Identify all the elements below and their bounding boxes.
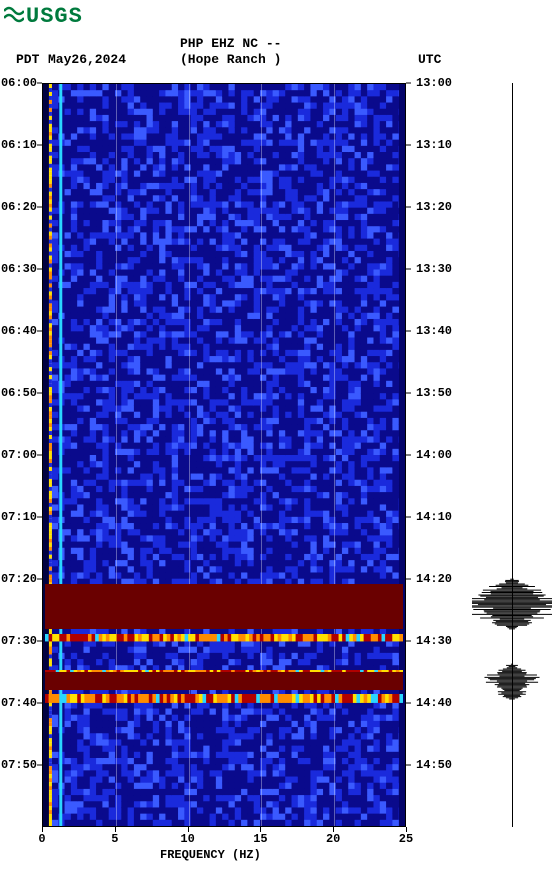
y-tick-pdt: 07:00 [1, 448, 37, 462]
station-name: (Hope Ranch ) [180, 52, 281, 67]
usgs-logo-text: USGS [26, 4, 83, 29]
tick-mark [37, 579, 42, 580]
tick-mark [406, 330, 411, 331]
y-tick-utc: 14:00 [416, 448, 452, 462]
y-tick-utc: 13:10 [416, 138, 452, 152]
tick-mark [37, 207, 42, 208]
tick-mark [37, 455, 42, 456]
y-tick-pdt: 06:10 [1, 138, 37, 152]
tick-mark [37, 641, 42, 642]
tick-mark [406, 269, 411, 270]
spectrogram-chart [42, 83, 406, 827]
y-tick-utc: 14:30 [416, 634, 452, 648]
y-tick-utc: 13:20 [416, 200, 452, 214]
tick-mark [406, 702, 411, 703]
usgs-wave-icon [4, 5, 24, 29]
tick-mark [406, 207, 411, 208]
y-tick-utc: 13:40 [416, 324, 452, 338]
station-code: PHP EHZ NC -- [180, 36, 281, 51]
tick-mark [406, 827, 407, 832]
y-tick-utc: 14:10 [416, 510, 452, 524]
tick-mark [406, 765, 411, 766]
tick-mark [37, 144, 42, 145]
tick-mark [37, 393, 42, 394]
tick-mark [406, 579, 411, 580]
tick-mark [115, 827, 116, 832]
tick-mark [37, 765, 42, 766]
tick-mark [406, 455, 411, 456]
tick-mark [37, 83, 42, 84]
x-axis-label: FREQUENCY (HZ) [160, 848, 261, 862]
tick-mark [406, 393, 411, 394]
tick-mark [188, 827, 189, 832]
x-tick-label: 20 [326, 832, 340, 846]
y-tick-pdt: 06:00 [1, 76, 37, 90]
tick-mark [406, 144, 411, 145]
tick-mark [37, 702, 42, 703]
y-tick-pdt: 07:10 [1, 510, 37, 524]
tick-mark [406, 83, 411, 84]
waveform-axis [512, 83, 513, 827]
y-tick-utc: 13:30 [416, 262, 452, 276]
date-label: May26,2024 [48, 52, 126, 67]
y-tick-utc: 13:50 [416, 386, 452, 400]
tick-mark [333, 827, 334, 832]
y-tick-utc: 14:20 [416, 572, 452, 586]
pdt-label: PDT [16, 52, 39, 67]
y-tick-pdt: 07:30 [1, 634, 37, 648]
x-tick-label: 5 [111, 832, 118, 846]
spectrogram-canvas [43, 84, 405, 826]
y-tick-pdt: 07:50 [1, 758, 37, 772]
y-tick-pdt: 06:20 [1, 200, 37, 214]
y-tick-utc: 14:50 [416, 758, 452, 772]
tick-mark [260, 827, 261, 832]
x-tick-label: 15 [253, 832, 267, 846]
y-tick-pdt: 06:50 [1, 386, 37, 400]
tick-mark [37, 516, 42, 517]
y-tick-pdt: 06:40 [1, 324, 37, 338]
y-tick-utc: 14:40 [416, 696, 452, 710]
tick-mark [37, 330, 42, 331]
y-tick-pdt: 07:40 [1, 696, 37, 710]
tick-mark [37, 269, 42, 270]
x-tick-label: 25 [399, 832, 413, 846]
tick-mark [406, 641, 411, 642]
tick-mark [42, 827, 43, 832]
y-tick-utc: 13:00 [416, 76, 452, 90]
x-tick-label: 0 [38, 832, 45, 846]
tick-mark [406, 516, 411, 517]
y-tick-pdt: 07:20 [1, 572, 37, 586]
utc-label: UTC [418, 52, 441, 67]
usgs-logo: USGS [4, 4, 83, 29]
x-tick-label: 10 [180, 832, 194, 846]
y-tick-pdt: 06:30 [1, 262, 37, 276]
